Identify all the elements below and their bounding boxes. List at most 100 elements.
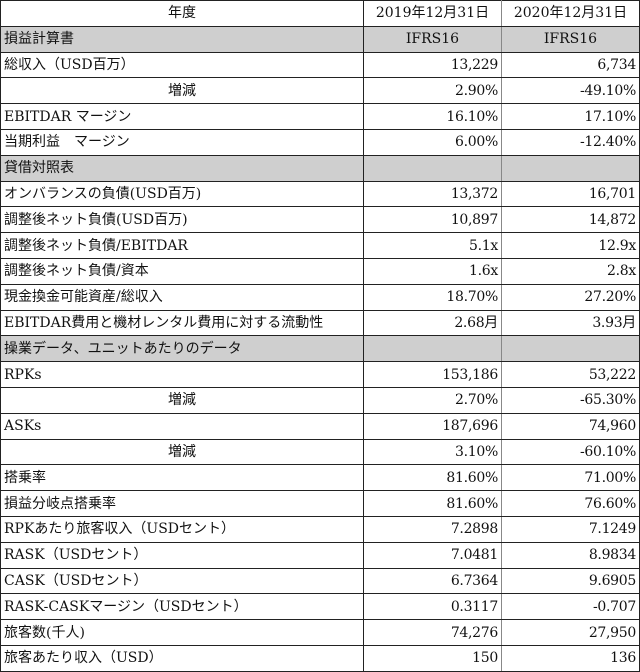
header-2019: 2019年12月31日 — [363, 0, 502, 27]
row-label: 貸借対照表 — [0, 154, 364, 182]
row-label: 旅客あたり収入（USD） — [0, 644, 364, 672]
table-row: RPKs 153,186 53,222 — [0, 361, 640, 388]
row-label: 増減 — [0, 438, 364, 466]
value-2019: 7.0481 — [363, 541, 502, 569]
row-label: CASK（USDセント） — [0, 567, 364, 595]
value-2020: 74,960 — [501, 412, 640, 440]
value-2020: 3.93月 — [501, 309, 640, 337]
row-label: オンバランスの負債(USD百万) — [0, 180, 364, 208]
row-label: EBITDAR費用と機材レンタル費用に対する流動性 — [0, 309, 364, 337]
value-2019: 2.70% — [363, 386, 502, 414]
table-row: 調整後ネット負債/資本 1.6x 2.8x — [0, 257, 640, 285]
row-label: 総収入（USD百万） — [0, 51, 364, 79]
change-row: 増減 2.90% -49.10% — [0, 77, 640, 105]
value-2020: -60.10% — [501, 438, 640, 466]
value-2019 — [363, 335, 502, 363]
value-2020: 27,950 — [501, 619, 640, 646]
table-row: RASK-CASKマージン（USDセント） 0.3117 -0.707 — [0, 593, 640, 621]
table-row: 損益分岐点搭乗率 81.60% 76.60% — [0, 490, 640, 517]
table-row: 旅客あたり収入（USD） 150 136 — [0, 644, 640, 672]
value-2019: 2.68月 — [363, 309, 502, 337]
value-2020: 9.6905 — [501, 567, 640, 595]
table-row: 調整後ネット負債/EBITDAR 5.1x 12.9x — [0, 232, 640, 259]
section-row: 貸借対照表 — [0, 154, 640, 182]
header-year-label: 年度 — [0, 0, 364, 27]
table-row: CASK（USDセント） 6.7364 9.6905 — [0, 567, 640, 595]
value-2020: -12.40% — [501, 128, 640, 156]
row-label: RPKあたり旅客収入（USDセント） — [0, 515, 364, 543]
value-2019 — [363, 154, 502, 182]
row-label: 調整後ネット負債/資本 — [0, 257, 364, 285]
value-2020: 76.60% — [501, 490, 640, 517]
row-label: 損益計算書 — [0, 25, 364, 53]
value-2019: 2.90% — [363, 77, 502, 105]
row-label: 搭乗率 — [0, 464, 364, 492]
value-2020: 136 — [501, 644, 640, 672]
value-2020 — [501, 335, 640, 363]
table-row: RPKあたり旅客収入（USDセント） 7.2898 7.1249 — [0, 515, 640, 543]
change-row: 増減 2.70% -65.30% — [0, 386, 640, 414]
value-2020: 14,872 — [501, 206, 640, 234]
value-2020: -0.707 — [501, 593, 640, 621]
value-2020: 53,222 — [501, 361, 640, 388]
value-2020: 8.9834 — [501, 541, 640, 569]
row-label: 損益分岐点搭乗率 — [0, 490, 364, 517]
value-2019: IFRS16 — [363, 25, 502, 53]
value-2020: 16,701 — [501, 180, 640, 208]
value-2020: IFRS16 — [501, 25, 640, 53]
table-row: EBITDAR マージン 16.10% 17.10% — [0, 103, 640, 130]
table-row: 旅客数(千人) 74,276 27,950 — [0, 619, 640, 646]
value-2019: 1.6x — [363, 257, 502, 285]
value-2019: 10,897 — [363, 206, 502, 234]
table-row: 調整後ネット負債(USD百万) 10,897 14,872 — [0, 206, 640, 234]
row-label: 調整後ネット負債/EBITDAR — [0, 232, 364, 259]
table-row: 現金換金可能資産/総収入 18.70% 27.20% — [0, 283, 640, 311]
value-2019: 6.7364 — [363, 567, 502, 595]
value-2019: 6.00% — [363, 128, 502, 156]
value-2019: 187,696 — [363, 412, 502, 440]
value-2019: 81.60% — [363, 490, 502, 517]
row-label: 増減 — [0, 386, 364, 414]
row-label: RASK（USDセント） — [0, 541, 364, 569]
table-row: EBITDAR費用と機材レンタル費用に対する流動性 2.68月 3.93月 — [0, 309, 640, 337]
table-row: 総収入（USD百万） 13,229 6,734 — [0, 51, 640, 79]
section-row: 損益計算書 IFRS16 IFRS16 — [0, 25, 640, 53]
value-2019: 74,276 — [363, 619, 502, 646]
table-row: 当期利益 マージン 6.00% -12.40% — [0, 128, 640, 156]
value-2019: 16.10% — [363, 103, 502, 130]
value-2020: 17.10% — [501, 103, 640, 130]
header-row: 年度 2019年12月31日 2020年12月31日 — [0, 0, 640, 27]
section-row: 操業データ、ユニットあたりのデータ — [0, 335, 640, 363]
row-label: RASK-CASKマージン（USDセント） — [0, 593, 364, 621]
value-2020: -49.10% — [501, 77, 640, 105]
value-2019: 3.10% — [363, 438, 502, 466]
row-label: 当期利益 マージン — [0, 128, 364, 156]
value-2020 — [501, 154, 640, 182]
row-label: 増減 — [0, 77, 364, 105]
value-2020: 27.20% — [501, 283, 640, 311]
value-2020: 2.8x — [501, 257, 640, 285]
row-label: ASKs — [0, 412, 364, 440]
table-row: ASKs 187,696 74,960 — [0, 412, 640, 440]
value-2020: 71.00% — [501, 464, 640, 492]
value-2019: 150 — [363, 644, 502, 672]
row-label: 調整後ネット負債(USD百万) — [0, 206, 364, 234]
value-2019: 5.1x — [363, 232, 502, 259]
value-2020: 6,734 — [501, 51, 640, 79]
value-2019: 7.2898 — [363, 515, 502, 543]
value-2019: 153,186 — [363, 361, 502, 388]
table-row: オンバランスの負債(USD百万) 13,372 16,701 — [0, 180, 640, 208]
value-2019: 13,229 — [363, 51, 502, 79]
row-label: RPKs — [0, 361, 364, 388]
change-row: 増減 3.10% -60.10% — [0, 438, 640, 466]
row-label: EBITDAR マージン — [0, 103, 364, 130]
value-2020: 12.9x — [501, 232, 640, 259]
table-row: 搭乗率 81.60% 71.00% — [0, 464, 640, 492]
value-2019: 0.3117 — [363, 593, 502, 621]
row-label: 旅客数(千人) — [0, 619, 364, 646]
value-2019: 18.70% — [363, 283, 502, 311]
row-label: 現金換金可能資産/総収入 — [0, 283, 364, 311]
value-2020: -65.30% — [501, 386, 640, 414]
value-2019: 81.60% — [363, 464, 502, 492]
